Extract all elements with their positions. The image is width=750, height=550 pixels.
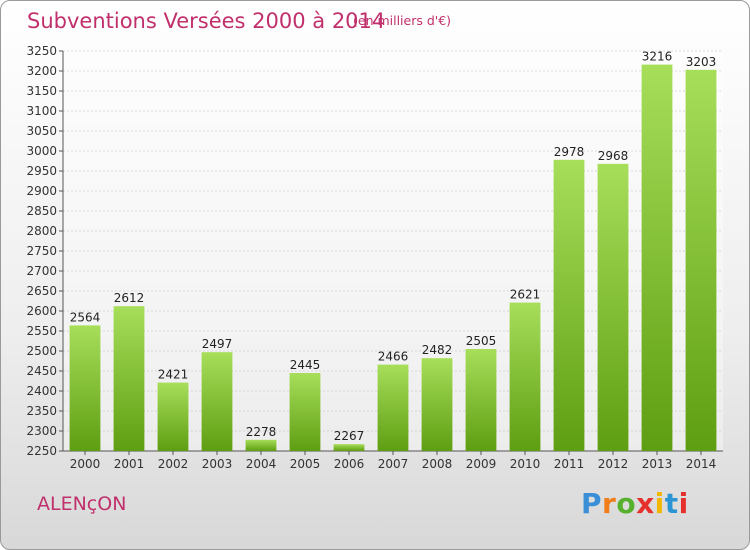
logo-letter: x: [636, 487, 655, 520]
y-tick-label: 2250: [26, 444, 57, 458]
chart-title: Subventions Versées 2000 à 2014: [27, 9, 386, 33]
y-tick-label: 3150: [26, 84, 57, 98]
logo-letter: o: [616, 487, 637, 520]
data-label: 2482: [422, 343, 453, 357]
bar: [157, 382, 189, 451]
y-tick-label: 2500: [26, 344, 57, 358]
x-tick-label: 2010: [510, 457, 541, 471]
logo-letter: i: [654, 487, 665, 520]
x-tick-label: 2005: [290, 457, 321, 471]
data-label: 2421: [158, 368, 189, 382]
bar: [377, 364, 409, 451]
y-tick-label: 3200: [26, 64, 57, 78]
data-label: 3203: [686, 55, 717, 69]
data-label: 2612: [114, 291, 145, 305]
x-tick-label: 2009: [466, 457, 497, 471]
bar: [69, 325, 101, 451]
x-tick-label: 2011: [554, 457, 585, 471]
x-tick-label: 2001: [114, 457, 145, 471]
x-tick-label: 2006: [334, 457, 365, 471]
y-tick-label: 2300: [26, 424, 57, 438]
bar: [597, 163, 629, 452]
x-tick-label: 2003: [202, 457, 233, 471]
y-tick-label: 2350: [26, 404, 57, 418]
data-label: 2621: [510, 288, 541, 302]
x-tick-label: 2013: [642, 457, 673, 471]
data-label: 2505: [466, 334, 497, 348]
x-tick-label: 2000: [70, 457, 101, 471]
bar: [553, 159, 585, 452]
y-tick-label: 2650: [26, 284, 57, 298]
bar-chart: 2250 2300 2350 2400 2450 2500 2550 2600 2650 2700…: [26, 44, 723, 471]
y-tick-label: 2450: [26, 364, 57, 378]
x-tick-label: 2004: [246, 457, 277, 471]
bar: [421, 358, 453, 451]
bar: [641, 64, 673, 451]
proxiti-logo: Proxiti: [581, 487, 689, 520]
y-tick-label: 2950: [26, 164, 57, 178]
logo-letter: P: [581, 487, 603, 520]
x-tick-label: 2008: [422, 457, 453, 471]
logo-letter: i: [678, 487, 689, 520]
bar: [245, 439, 277, 451]
data-label: 2267: [334, 429, 365, 443]
bar: [289, 373, 321, 451]
x-tick-label: 2002: [158, 457, 189, 471]
location-label: ALENçON: [37, 493, 127, 515]
y-tick-label: 3000: [26, 144, 57, 158]
x-tick-label: 2014: [686, 457, 717, 471]
logo-letter: t: [664, 487, 679, 520]
y-tick-label: 2400: [26, 384, 57, 398]
y-tick-label: 2850: [26, 204, 57, 218]
data-label: 2564: [70, 310, 101, 324]
data-label: 2978: [554, 145, 585, 159]
x-tick-label: 2007: [378, 457, 409, 471]
data-label: 2466: [378, 350, 409, 364]
y-tick-label: 3050: [26, 124, 57, 138]
y-tick-label: 2750: [26, 244, 57, 258]
bar: [509, 302, 541, 451]
x-tick-label: 2012: [598, 457, 629, 471]
bar: [113, 306, 145, 451]
y-tick-label: 2900: [26, 184, 57, 198]
y-tick-label: 2550: [26, 324, 57, 338]
y-tick-label: 3100: [26, 104, 57, 118]
bar: [333, 444, 365, 451]
bar: [685, 69, 717, 452]
chart-subtitle: (en milliers d'€): [353, 13, 452, 28]
y-tick-label: 2600: [26, 304, 57, 318]
data-label: 2497: [202, 337, 233, 351]
logo-letter: r: [602, 487, 617, 520]
data-label: 2445: [290, 358, 321, 372]
y-tick-label: 2700: [26, 264, 57, 278]
data-label: 3216: [642, 50, 673, 64]
data-label: 2968: [598, 149, 629, 163]
bar: [465, 349, 497, 451]
data-label: 2278: [246, 425, 277, 439]
y-tick-label: 2800: [26, 224, 57, 238]
y-tick-label: 3250: [26, 44, 57, 58]
bar: [201, 352, 233, 451]
